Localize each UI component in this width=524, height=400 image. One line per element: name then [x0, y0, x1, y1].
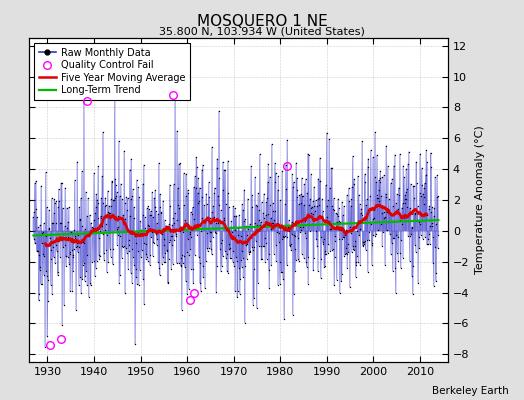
Text: MOSQUERO 1 NE: MOSQUERO 1 NE — [196, 14, 328, 29]
Text: Berkeley Earth: Berkeley Earth — [432, 386, 508, 396]
Legend: Raw Monthly Data, Quality Control Fail, Five Year Moving Average, Long-Term Tren: Raw Monthly Data, Quality Control Fail, … — [34, 43, 190, 100]
Text: 35.800 N, 103.934 W (United States): 35.800 N, 103.934 W (United States) — [159, 26, 365, 36]
Y-axis label: Temperature Anomaly (°C): Temperature Anomaly (°C) — [475, 126, 485, 274]
